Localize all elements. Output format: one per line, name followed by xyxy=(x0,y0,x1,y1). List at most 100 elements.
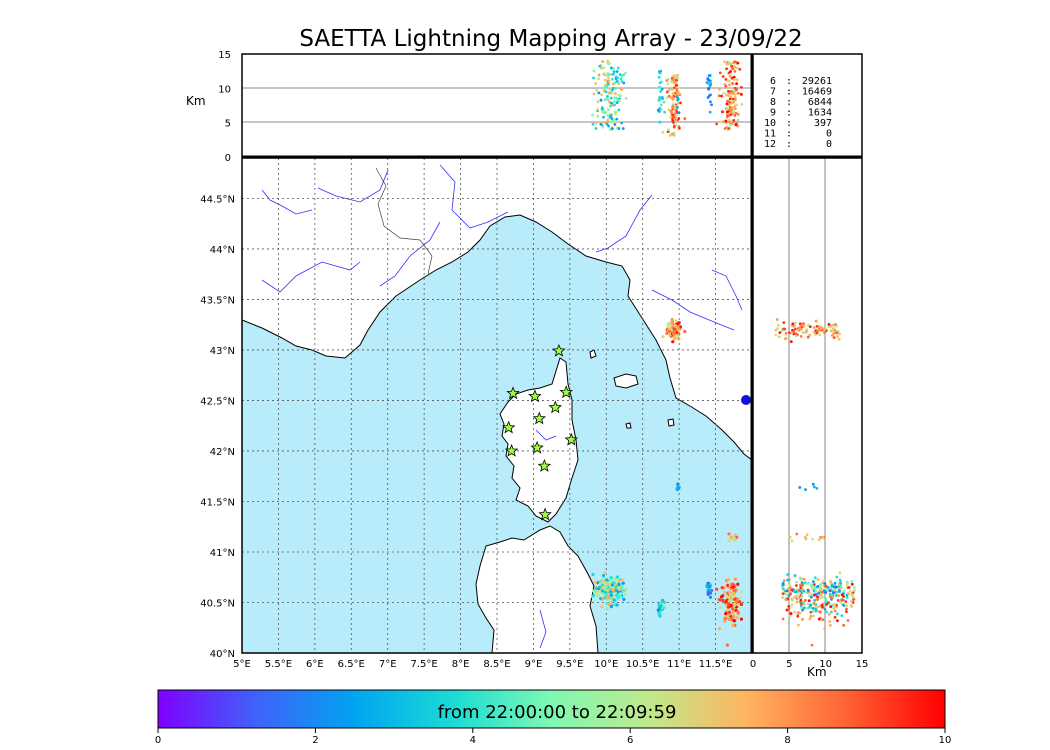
lightning-source-point xyxy=(718,605,723,609)
lightning-source-point xyxy=(726,583,730,588)
flash-count-label: 6 xyxy=(770,76,776,87)
lightning-source-point xyxy=(600,605,604,609)
lightning-source-point xyxy=(660,598,665,602)
lightning-source-point xyxy=(720,586,724,590)
altitude-source-point xyxy=(667,94,671,98)
altitude-source-point xyxy=(604,110,608,114)
altitude-source-point xyxy=(605,85,609,89)
altitude-source-point xyxy=(615,117,619,121)
station-marker xyxy=(559,385,573,399)
latitude-source-point xyxy=(792,330,796,333)
lightning-source-point xyxy=(676,326,680,330)
latitude-source-point xyxy=(784,331,788,335)
lightning-source-point xyxy=(661,335,665,339)
latitude-source-point xyxy=(794,332,798,336)
latitude-source-point xyxy=(802,603,806,607)
flash-count-value: 6844 xyxy=(808,97,832,108)
time-colorbar: from 22:00:00 to 22:09:59 0 2 4 6 8 10 xyxy=(155,689,951,746)
latitude-source-point xyxy=(807,591,811,595)
altitude-source-point xyxy=(658,71,662,75)
lightning-source-point xyxy=(672,331,676,335)
latitude-source-point xyxy=(838,578,842,582)
latitude-source-point xyxy=(825,610,829,614)
latitude-source-point xyxy=(812,330,816,334)
altitude-tick-label: 10 xyxy=(218,84,231,95)
altitude-source-point xyxy=(610,91,614,95)
latitude-source-point xyxy=(847,592,850,595)
longitude-tick-label: 9°E xyxy=(525,659,543,670)
latitude-source-point xyxy=(805,533,809,537)
latitude-source-point xyxy=(791,322,795,326)
lightning-source-point xyxy=(600,597,605,601)
lightning-source-point xyxy=(735,615,739,620)
latitude-source-point xyxy=(835,612,839,616)
lightning-source-point xyxy=(708,595,713,599)
lightning-source-point xyxy=(618,586,622,590)
latitude-source-point xyxy=(795,588,799,592)
altitude-source-point xyxy=(730,92,734,95)
latitude-source-point xyxy=(783,327,787,331)
latitude-source-point xyxy=(780,329,784,333)
latitude-source-point xyxy=(830,597,833,601)
altitude-unit-label-right: Km xyxy=(807,665,827,679)
latitude-source-point xyxy=(823,582,827,585)
lightning-source-point xyxy=(727,617,731,621)
latitude-source-point xyxy=(825,603,829,606)
lightning-source-point xyxy=(718,598,722,602)
altitude-source-point xyxy=(659,90,662,93)
altitude-source-point xyxy=(603,78,607,82)
latitude-source-point xyxy=(848,589,852,593)
altitude-source-point xyxy=(706,77,710,80)
latitude-source-point xyxy=(832,606,836,610)
altitude-source-point xyxy=(602,109,606,113)
latitude-source-point xyxy=(833,581,837,585)
lightning-source-point xyxy=(738,600,742,604)
altitude-source-point xyxy=(614,86,617,90)
latitude-source-point xyxy=(819,582,823,586)
latitude-source-point xyxy=(840,586,843,590)
altitude-source-point xyxy=(617,120,621,124)
lightning-source-point xyxy=(726,577,731,582)
lightning-source-point xyxy=(666,325,670,329)
latitude-source-point xyxy=(833,609,837,613)
latitude-source-point xyxy=(781,581,785,585)
altitude-source-point xyxy=(592,92,596,96)
altitude-source-point xyxy=(667,128,670,132)
latitude-source-point xyxy=(840,614,844,618)
altitude-source-point xyxy=(676,101,680,105)
chart-title: SAETTA Lightning Mapping Array - 23/09/2… xyxy=(299,26,802,52)
altitude-source-point xyxy=(729,99,733,103)
latitude-source-point xyxy=(784,598,788,602)
altitude-source-point xyxy=(734,123,738,127)
altitude-source-point xyxy=(665,96,669,100)
altitude-source-point xyxy=(727,89,730,93)
lightning-source-point xyxy=(734,588,738,592)
latitude-source-point xyxy=(811,580,815,583)
latitude-source-point xyxy=(794,334,798,338)
latitude-tick-label: 40.5°N xyxy=(200,598,235,609)
latitude-source-point xyxy=(788,331,791,335)
lightning-source-point xyxy=(733,533,737,537)
latitude-source-point xyxy=(790,539,794,543)
corsica-island xyxy=(499,357,579,523)
altitude-source-point xyxy=(676,97,680,101)
altitude-source-point xyxy=(612,118,616,122)
latitude-source-point xyxy=(814,593,818,596)
colorbar-tick-label: 4 xyxy=(470,735,476,746)
altitude-source-point xyxy=(675,116,678,120)
altitude-source-point xyxy=(656,98,660,102)
flash-count-label: 10 xyxy=(764,118,776,129)
altitude-source-point xyxy=(667,88,671,92)
altitude-source-point xyxy=(734,111,738,115)
latitude-source-point xyxy=(844,610,848,613)
altitude-source-point xyxy=(723,127,727,130)
altitude-source-point xyxy=(596,100,600,104)
latitude-source-point xyxy=(837,594,841,597)
altitude-source-point xyxy=(736,113,740,116)
latitude-source-point xyxy=(828,620,832,623)
altitude-source-point xyxy=(610,127,614,131)
flash-count-value: 29261 xyxy=(802,76,832,87)
flash-count-label: 11 xyxy=(764,129,776,140)
capraia-island xyxy=(589,349,597,359)
